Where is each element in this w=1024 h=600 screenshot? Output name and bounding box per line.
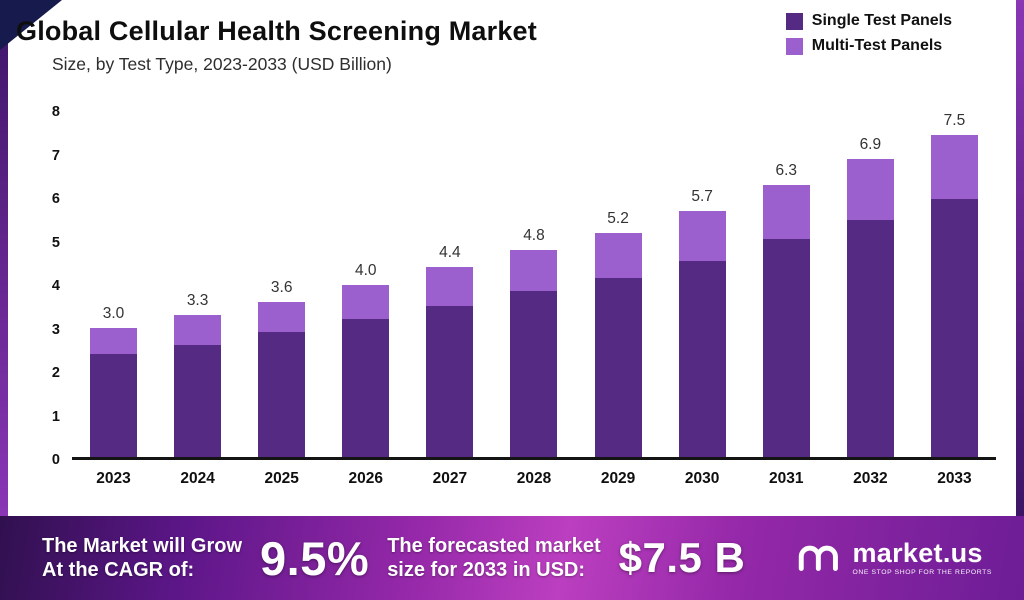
cagr-label: The Market will Grow At the CAGR of: — [42, 534, 242, 582]
bar-group: 5.7 2030 — [678, 112, 726, 487]
legend-swatch-multi — [785, 37, 803, 55]
chart-legend: Single Test Panels Multi-Test Panels — [785, 12, 952, 62]
x-axis-label: 2028 — [516, 470, 552, 487]
y-tick-label: 4 — [51, 278, 60, 294]
bar-segment-single-test — [594, 278, 642, 457]
forecast-label-line2: size for 2033 in USD: — [387, 559, 586, 581]
chart-header: Global Cellular Health Screening Market … — [16, 16, 537, 75]
x-axis-label: 2030 — [684, 470, 720, 487]
market-us-logo-icon — [796, 538, 842, 579]
bar-segment-single-test — [174, 344, 222, 457]
bar-group: 4.4 2027 — [426, 112, 474, 487]
legend-label: Multi-Test Panels — [811, 37, 943, 54]
x-axis-label: 2026 — [348, 470, 384, 487]
right-edge-decoration — [1016, 0, 1024, 516]
cagr-label-line1: The Market will Grow — [42, 535, 243, 557]
bar-total-label: 6.9 — [859, 136, 882, 154]
y-tick-label: 7 — [51, 147, 60, 164]
forecast-label: The forecasted market size for 2033 in U… — [387, 534, 600, 582]
bar-total-label: 3.6 — [270, 278, 293, 296]
bar-total-label: 3.0 — [102, 304, 125, 322]
bar-total-label: 5.2 — [607, 209, 629, 227]
bar-segment-single-test — [762, 239, 810, 457]
y-tick-label: 1 — [51, 408, 60, 425]
brand-text-block: market.us ONE STOP SHOP FOR THE REPORTS — [852, 537, 992, 577]
x-axis-label: 2025 — [264, 470, 299, 487]
x-axis-label: 2031 — [769, 470, 804, 487]
bar-segment-single-test — [426, 306, 474, 457]
legend-item-multi: Multi-Test Panels — [785, 37, 952, 55]
bar-group: 3.6 2025 — [258, 112, 306, 487]
x-axis-label: 2027 — [432, 470, 468, 487]
bar-total-label: 7.5 — [943, 112, 966, 129]
legend-swatch-single — [785, 12, 803, 30]
bar-segment-multi-test — [510, 250, 558, 291]
brand-tagline: ONE STOP SHOP FOR THE REPORTS — [852, 568, 992, 576]
x-axis-label: 2032 — [853, 470, 888, 487]
bar-segment-multi-test — [930, 135, 978, 200]
bar-total-label: 4.8 — [523, 227, 545, 244]
bar-segment-single-test — [510, 290, 558, 457]
bar-segment-multi-test — [342, 284, 390, 319]
bar-segment-multi-test — [762, 185, 810, 240]
bar-segment-multi-test — [90, 327, 137, 354]
y-axis: 0 1 2 3 4 5 6 7 8 — [34, 104, 64, 468]
bar-segment-single-test — [930, 199, 978, 457]
bar-segment-multi-test — [258, 301, 306, 332]
bar-group: 3.0 2023 — [90, 112, 137, 487]
bar-group: 5.2 2029 — [594, 112, 642, 487]
x-axis-label: 2024 — [180, 470, 215, 487]
plot-area: 3.0 2023 3.3 2024 3.6 2025 4.0 2026 4.4 2027 4.8 20… — [72, 112, 996, 487]
legend-item-single: Single Test Panels — [785, 12, 952, 30]
page-title: Global Cellular Health Screening Market — [16, 16, 537, 46]
y-tick-label: 0 — [51, 452, 60, 468]
bar-group: 4.0 2026 — [342, 112, 390, 487]
bar-segment-multi-test — [174, 314, 222, 345]
y-tick-label: 8 — [51, 104, 60, 120]
bar-total-label: 5.7 — [691, 188, 713, 206]
x-axis-label: 2029 — [600, 470, 636, 487]
bar-segment-single-test — [258, 331, 306, 457]
bar-total-label: 6.3 — [775, 162, 798, 180]
y-tick-label: 2 — [51, 365, 60, 381]
brand-name: market.us — [852, 537, 983, 568]
bottom-banner: The Market will Grow At the CAGR of: 9.5… — [0, 516, 1024, 600]
bar-group: 4.8 2028 — [510, 112, 558, 487]
bar-group: 6.9 2032 — [846, 112, 894, 487]
bar-group: 3.3 2024 — [174, 112, 222, 487]
y-tick-label: 5 — [51, 234, 60, 251]
left-edge-decoration — [0, 0, 8, 516]
cagr-label-line2: At the CAGR of: — [42, 559, 195, 581]
bar-segment-single-test — [342, 319, 390, 457]
market-us-logo: market.us ONE STOP SHOP FOR THE REPORTS — [796, 538, 992, 579]
x-axis-label: 2033 — [937, 470, 972, 487]
x-axis-label: 2023 — [96, 470, 131, 487]
forecast-label-line1: The forecasted market — [387, 535, 601, 557]
bar-segment-multi-test — [846, 159, 894, 220]
bar-group: 6.3 2031 — [762, 112, 810, 487]
bar-segment-multi-test — [678, 211, 726, 261]
y-tick-label: 3 — [51, 321, 60, 338]
bar-segment-single-test — [90, 353, 137, 457]
forecast-value: $7.5 B — [618, 534, 746, 581]
legend-label: Single Test Panels — [811, 12, 952, 29]
bar-total-label: 3.3 — [186, 291, 209, 309]
bar-group: 7.5 2033 — [930, 112, 978, 487]
bar-segment-single-test — [678, 260, 726, 457]
bar-segment-single-test — [846, 219, 894, 457]
bar-segment-multi-test — [426, 267, 474, 307]
y-tick-label: 6 — [51, 191, 60, 207]
chart-subtitle: Size, by Test Type, 2023-2033 (USD Billi… — [52, 54, 392, 74]
bar-segment-multi-test — [594, 232, 642, 279]
bar-total-label: 4.4 — [439, 244, 461, 262]
bar-total-label: 4.0 — [355, 261, 377, 279]
cagr-value: 9.5% — [260, 531, 370, 585]
